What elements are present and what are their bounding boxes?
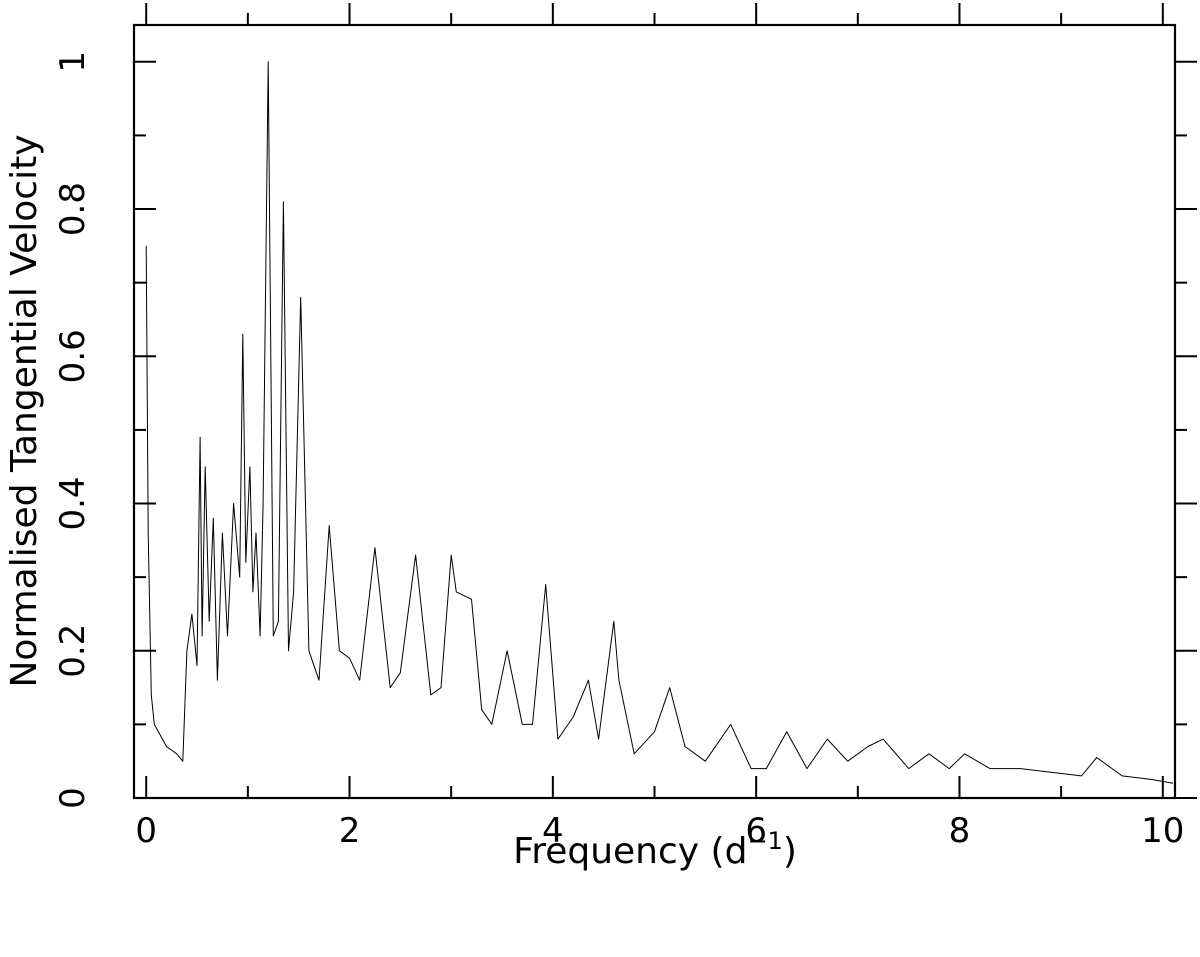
y-tick-label: 1 <box>53 51 93 73</box>
x-axis-title: Frequency (d−1) <box>513 827 797 872</box>
y-tick-labels: 0 0.2 0.4 0.6 0.8 1 <box>53 51 93 809</box>
axis-ticks <box>134 3 1197 799</box>
y-tick-label: 0.2 <box>53 624 93 678</box>
x-tick-label: 10 <box>1141 811 1184 851</box>
x-tick-labels: 0 2 4 6 8 10 <box>135 811 1184 851</box>
plot-frame <box>132 23 1177 800</box>
x-tick-label: 6 <box>745 811 767 851</box>
series-line <box>145 61 1174 784</box>
y-tick-label: 0.4 <box>53 476 93 530</box>
x-tick-label: 4 <box>542 811 564 851</box>
x-tick-label: 2 <box>339 811 361 851</box>
y-tick-label: 0.8 <box>53 182 93 236</box>
y-tick-label: 0.6 <box>53 329 93 383</box>
x-tick-label: 0 <box>135 811 157 851</box>
x-tick-label: 8 <box>949 811 971 851</box>
y-axis-title: Normalised Tangential Velocity <box>4 134 45 687</box>
y-tick-label: 0 <box>53 787 93 809</box>
